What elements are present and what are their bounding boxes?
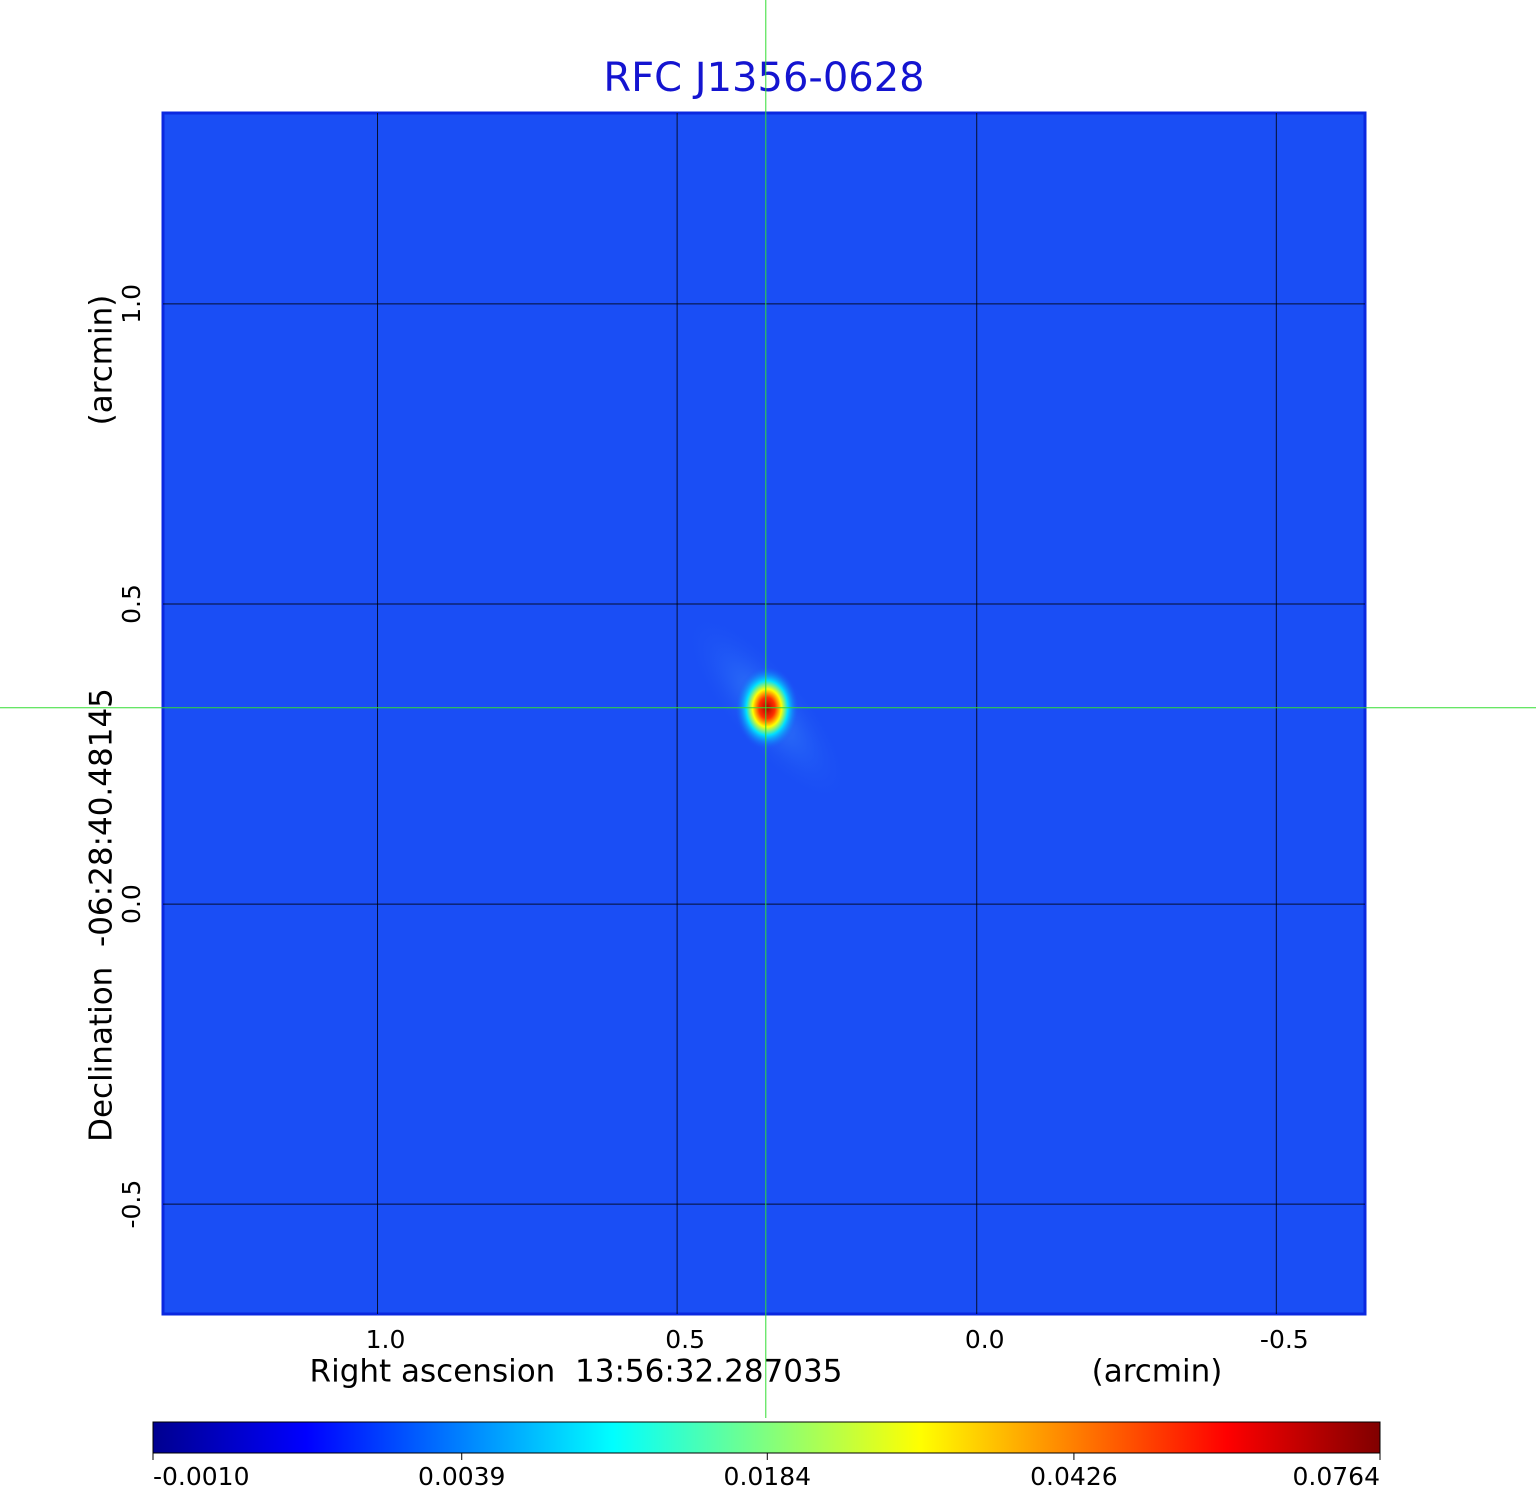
x-axis-label: Right ascension 13:56:32.287035 <box>310 1354 843 1390</box>
colorbar-tick-label: 0.0426 <box>1030 1462 1117 1491</box>
y-tick-label: 1.0 <box>117 284 146 324</box>
y-tick-label: -0.5 <box>117 1180 146 1229</box>
y-tick-label: 0.0 <box>117 884 146 924</box>
colorbar-tick-label: 0.0184 <box>724 1462 811 1491</box>
plot-frame <box>161 111 1367 1316</box>
x-tick-label: -0.5 <box>1260 1325 1309 1354</box>
y-axis-unit: (arcmin) <box>84 295 120 426</box>
colorbar-tick-label: 0.0039 <box>418 1462 505 1491</box>
colorbar <box>152 1421 1381 1454</box>
y-axis-label: Declination -06:28:40.48145 <box>84 688 120 1142</box>
y-tick-label: 0.5 <box>117 584 146 624</box>
colorbar-tick-label: 0.0764 <box>1293 1462 1380 1491</box>
x-tick-label: 0.5 <box>665 1325 705 1354</box>
x-tick-label: 1.0 <box>366 1325 406 1354</box>
x-tick-label: 0.0 <box>965 1325 1005 1354</box>
x-axis-unit: (arcmin) <box>1092 1354 1223 1390</box>
chart-title: RFC J1356-0628 <box>603 55 924 101</box>
colorbar-tick-label: -0.0010 <box>153 1462 250 1491</box>
